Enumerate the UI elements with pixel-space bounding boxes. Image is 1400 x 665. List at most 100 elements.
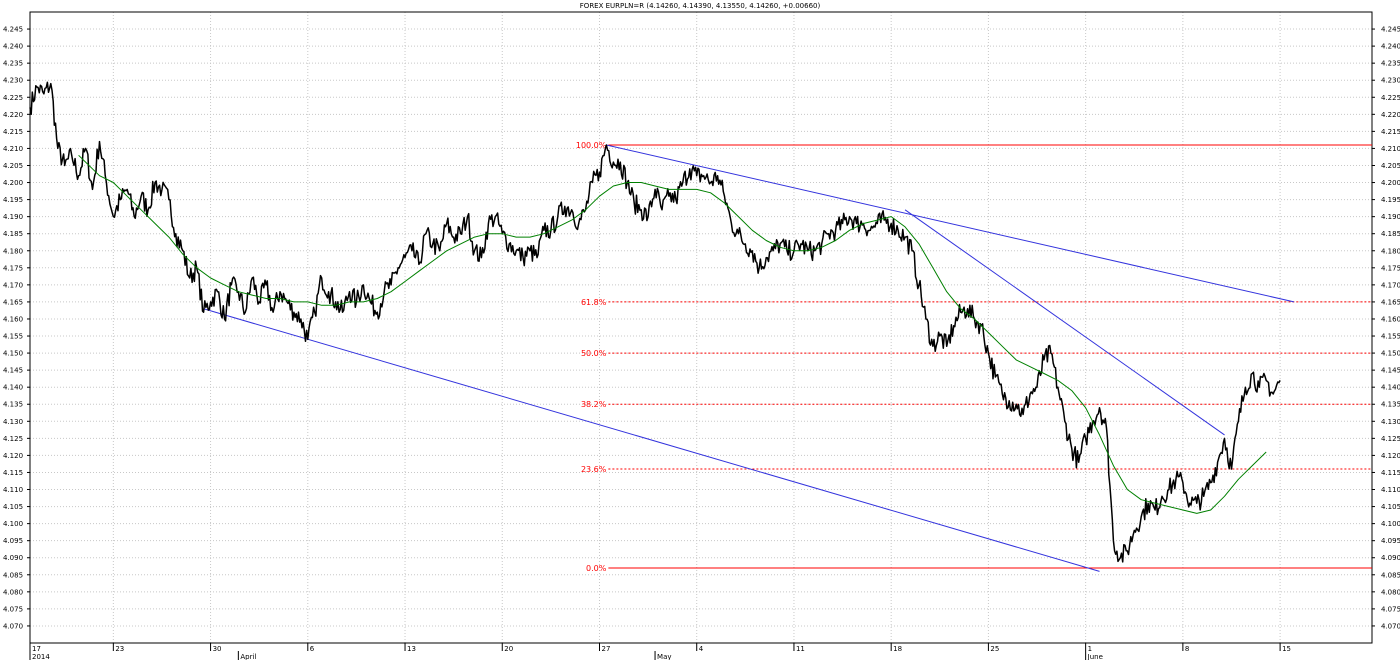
y-tick-label-right: 4.120 [1381, 452, 1400, 460]
y-tick-label-left: 4.100 [3, 520, 23, 528]
y-tick-label-left: 4.085 [3, 571, 23, 579]
y-tick-label-right: 4.115 [1381, 469, 1400, 477]
y-tick-label-right: 4.080 [1381, 588, 1400, 596]
y-tick-label-left: 4.165 [3, 298, 23, 306]
y-tick-label-right: 4.165 [1381, 298, 1400, 306]
y-tick-label-left: 4.160 [3, 315, 23, 323]
fib-level-label: 0.0% [586, 564, 607, 573]
y-tick-label-left: 4.130 [3, 418, 23, 426]
y-tick-label-left: 4.090 [3, 554, 23, 562]
y-tick-label-left: 4.125 [3, 435, 23, 443]
y-tick-label-left: 4.235 [3, 60, 23, 68]
y-tick-label-left: 4.095 [3, 537, 23, 545]
y-tick-label-right: 4.105 [1381, 503, 1400, 511]
y-tick-label-left: 4.195 [3, 196, 23, 204]
fib-level-label: 100.0% [576, 141, 607, 150]
y-tick-label-left: 4.115 [3, 469, 23, 477]
x-tick-label: 18 [893, 645, 902, 653]
y-tick-label-right: 4.160 [1381, 315, 1400, 323]
y-tick-label-right: 4.235 [1381, 60, 1400, 68]
trendline [203, 308, 1100, 572]
x-tick-label: 8 [1185, 645, 1189, 653]
y-tick-label-left: 4.170 [3, 281, 23, 289]
plot-frame [29, 11, 1373, 644]
moving-average-line [78, 154, 1267, 514]
y-tick-label-right: 4.190 [1381, 213, 1400, 221]
y-tick-label-right: 4.150 [1381, 350, 1400, 358]
y-tick-label-right: 4.175 [1381, 264, 1400, 272]
fib-level-label: 23.6% [581, 465, 607, 474]
y-tick-label-right: 4.215 [1381, 128, 1400, 136]
y-tick-label-left: 4.135 [3, 401, 23, 409]
y-tick-label-right: 4.135 [1381, 401, 1400, 409]
fib-level-label: 50.0% [581, 349, 607, 358]
fib-level-label: 38.2% [581, 400, 607, 409]
x-tick-label: 11 [796, 645, 805, 653]
y-tick-label-right: 4.070 [1381, 622, 1400, 630]
y-tick-label-left: 4.220 [3, 111, 23, 119]
y-tick-label-left: 4.155 [3, 333, 23, 341]
y-tick-label-right: 4.145 [1381, 367, 1400, 375]
y-tick-label-right: 4.090 [1381, 554, 1400, 562]
month-label: June [1087, 653, 1103, 660]
y-tick-label-left: 4.120 [3, 452, 23, 460]
x-tick-label: 20 [504, 645, 513, 653]
trendline [606, 144, 1295, 303]
x-tick-label: 27 [601, 645, 610, 653]
y-tick-label-left: 4.230 [3, 77, 23, 85]
y-tick-label-right: 4.200 [1381, 179, 1400, 187]
y-tick-label-right: 4.075 [1381, 605, 1400, 613]
y-tick-label-left: 4.185 [3, 230, 23, 238]
month-label: April [240, 653, 256, 660]
y-tick-label-right: 4.195 [1381, 196, 1400, 204]
y-tick-label-left: 4.240 [3, 43, 23, 51]
y-tick-label-left: 4.070 [3, 622, 23, 630]
y-tick-label-right: 4.140 [1381, 384, 1400, 392]
x-tick-label: 13 [407, 645, 416, 653]
chart-title: FOREX EURPLN=R (4.14260, 4.14390, 4.1355… [580, 2, 821, 10]
x-tick-label: 25 [990, 645, 999, 653]
y-tick-label-right: 4.205 [1381, 162, 1400, 170]
y-tick-label-left: 4.075 [3, 605, 23, 613]
y-tick-label-left: 4.140 [3, 384, 23, 392]
y-tick-label-right: 4.125 [1381, 435, 1400, 443]
axis-layer: 4.070 4.070 4.075 4.075 4.080 4.080 4.085 4.085… [3, 11, 1400, 661]
y-tick-label-left: 4.175 [3, 264, 23, 272]
x-tick-label: 17 [32, 645, 41, 653]
month-label: May [657, 653, 671, 660]
fib-level-label: 61.8% [581, 298, 607, 307]
x-tick-label: 30 [213, 645, 222, 653]
x-tick-label: 6 [310, 645, 315, 653]
y-tick-label-left: 4.080 [3, 588, 23, 596]
y-tick-label-left: 4.205 [3, 162, 23, 170]
y-tick-label-left: 4.190 [3, 213, 23, 221]
grid-layer [29, 12, 1372, 643]
y-tick-label-right: 4.185 [1381, 230, 1400, 238]
y-tick-label-right: 4.085 [1381, 571, 1400, 579]
y-tick-label-right: 4.240 [1381, 43, 1400, 51]
x-tick-label: 23 [115, 645, 124, 653]
y-tick-label-right: 4.100 [1381, 520, 1400, 528]
y-tick-label-right: 4.180 [1381, 247, 1400, 255]
y-tick-label-right: 4.170 [1381, 281, 1400, 289]
x-tick-label: 4 [699, 645, 704, 653]
y-tick-label-right: 4.210 [1381, 145, 1400, 153]
y-tick-label-right: 4.230 [1381, 77, 1400, 85]
month-label: 2014 [32, 653, 50, 660]
y-tick-label-left: 4.150 [3, 350, 23, 358]
y-tick-label-right: 4.220 [1381, 111, 1400, 119]
y-tick-label-left: 4.180 [3, 247, 23, 255]
y-tick-label-right: 4.155 [1381, 333, 1400, 341]
y-tick-label-left: 4.200 [3, 179, 23, 187]
trendline [904, 209, 1225, 436]
y-tick-label-right: 4.095 [1381, 537, 1400, 545]
y-tick-label-left: 4.215 [3, 128, 23, 136]
y-tick-label-left: 4.225 [3, 94, 23, 102]
y-tick-label-left: 4.105 [3, 503, 23, 511]
y-tick-label-left: 4.245 [3, 26, 23, 34]
y-tick-label-right: 4.130 [1381, 418, 1400, 426]
y-tick-label-left: 4.110 [3, 486, 23, 494]
data-layer: 100.0% 61.8% 50.0% 38.2% 23.6% 0.0% [29, 81, 1372, 573]
